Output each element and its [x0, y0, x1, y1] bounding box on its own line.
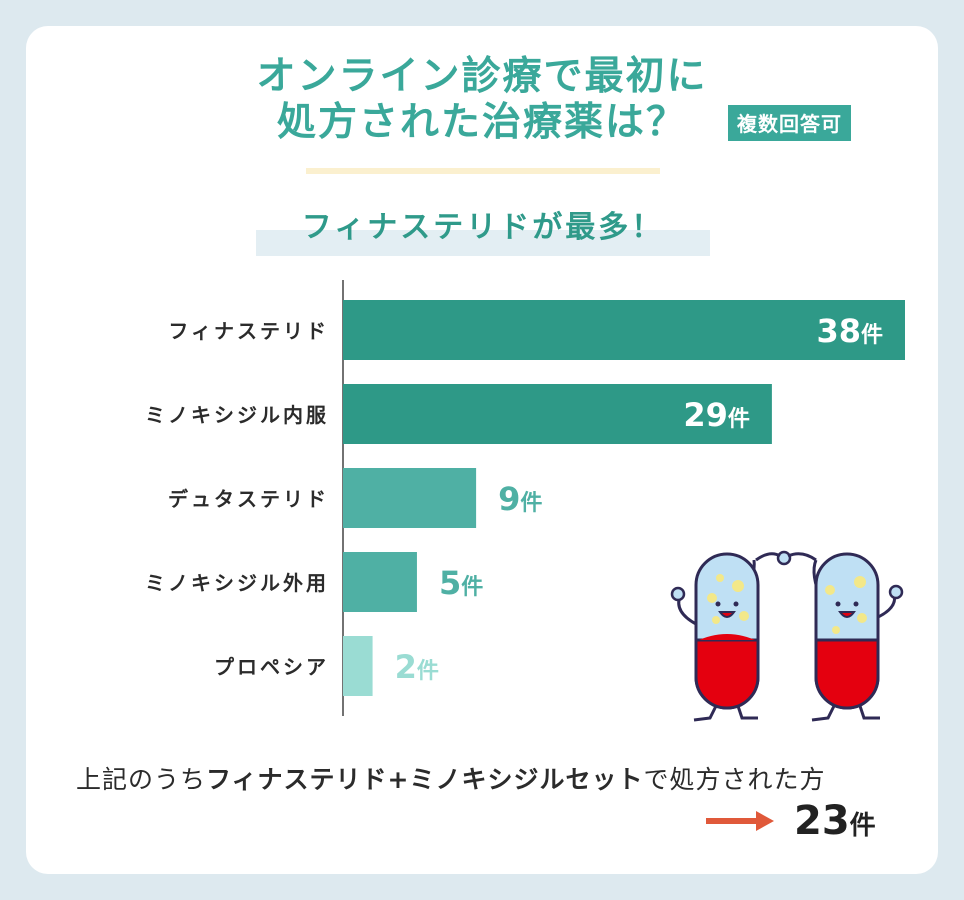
combo-result-unit: 件 [849, 811, 876, 841]
combo-result-value: 23件 [794, 798, 876, 844]
subtitle-highlight [256, 230, 710, 256]
title-line-1: オンライン診療で最初に [256, 54, 708, 99]
data-label: 38件 [816, 312, 883, 350]
combo-result: 23件 [706, 798, 906, 852]
subtitle: フィナステリドが最多！ [256, 202, 710, 256]
data-label-value: 29 [683, 396, 728, 434]
data-label: 29件 [683, 396, 750, 434]
bar [343, 468, 477, 528]
data-label: 5件 [439, 564, 483, 602]
footer-note: 上記のうちフィナステリド+ミノキシジルセットで処方された方 [76, 760, 825, 796]
bar [343, 384, 772, 444]
footer-text-after: で処方された方 [643, 765, 826, 794]
data-label-value: 5 [439, 564, 461, 602]
data-label-unit: 件 [417, 659, 439, 684]
data-label-value: 9 [498, 480, 520, 518]
subtitle-text: フィナステリドが最多！ [301, 210, 665, 245]
bar [343, 300, 905, 360]
category-label: ミノキシジル内服 [145, 403, 329, 427]
data-label-unit: 件 [728, 407, 750, 432]
bar [343, 552, 417, 612]
arrow-right-icon [706, 818, 758, 824]
data-label-unit: 件 [520, 491, 542, 516]
data-label: 2件 [395, 648, 439, 686]
arrow-head-icon [756, 811, 774, 831]
bar [343, 636, 373, 696]
page-title: オンライン診療で最初に 処方された治療薬は？ [26, 54, 938, 146]
infographic-card: オンライン診療で最初に 処方された治療薬は？ 複数回答可 フィナステリドが最多！… [26, 26, 938, 874]
category-label: ミノキシジル外用 [145, 571, 329, 595]
title-line-2: 処方された治療薬は？ [276, 100, 687, 145]
title-divider [306, 168, 660, 174]
multiple-answer-badge: 複数回答可 [728, 105, 851, 141]
category-label: フィナステリド [168, 319, 329, 343]
pill-mascots-icon [670, 550, 904, 722]
footer-text-before: 上記のうち [76, 765, 207, 794]
data-label: 9件 [498, 480, 542, 518]
data-label-value: 38 [816, 312, 861, 350]
data-label-unit: 件 [861, 323, 883, 348]
category-label: デュタステリド [168, 487, 329, 511]
footer-text-bold: フィナステリド+ミノキシジルセット [206, 765, 644, 794]
data-label-unit: 件 [461, 575, 483, 600]
data-label-value: 2 [395, 648, 417, 686]
category-label: プロペシア [214, 655, 329, 679]
combo-result-number: 23 [794, 798, 850, 844]
